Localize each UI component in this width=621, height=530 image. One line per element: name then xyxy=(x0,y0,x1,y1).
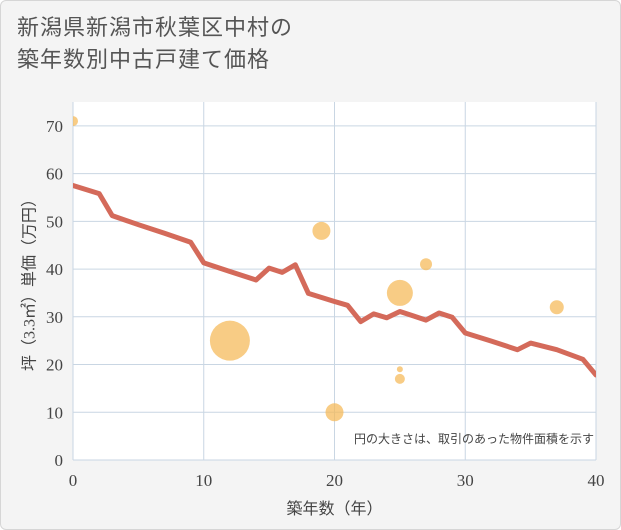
chart-title-line-1: 新潟県新潟市秋葉区中村の xyxy=(17,16,294,41)
y-axis-label: 坪（3.3㎡）単価（万円） xyxy=(21,191,39,371)
bubble-point-7 xyxy=(420,258,433,271)
x-tick-40: 40 xyxy=(588,471,605,490)
trend-line xyxy=(73,183,596,378)
y-tick-50: 50 xyxy=(46,212,63,231)
chart-title: 新潟県新潟市秋葉区中村の 築年数別中古戸建て価格 xyxy=(17,13,537,77)
bubble-point-5 xyxy=(396,366,403,373)
bubble-point-3 xyxy=(325,403,344,422)
x-tick-0: 0 xyxy=(69,471,78,490)
y-tick-20: 20 xyxy=(46,356,63,375)
y-tick-0: 0 xyxy=(55,451,64,470)
bubble-point-6 xyxy=(394,373,405,384)
bubble-series xyxy=(73,116,564,422)
bubble-point-0 xyxy=(73,116,78,127)
x-tick-labels: 0 10 20 30 40 xyxy=(69,471,605,490)
x-tick-10: 10 xyxy=(195,471,212,490)
x-tick-20: 20 xyxy=(326,471,343,490)
bubble-point-8 xyxy=(549,300,564,315)
x-axis-label: 築年数（年） xyxy=(286,500,382,518)
y-tick-60: 60 xyxy=(46,165,63,184)
y-tick-labels: 0 10 20 30 40 50 60 70 xyxy=(46,117,63,470)
trend-line-group xyxy=(73,183,596,378)
bubble-size-note: 円の大きさは、取引のあった物件面積を示す xyxy=(354,431,594,446)
bubble-point-4 xyxy=(386,279,413,306)
grid-lines xyxy=(72,102,597,461)
y-tick-10: 10 xyxy=(46,403,63,422)
y-tick-30: 30 xyxy=(46,308,63,327)
x-tick-30: 30 xyxy=(457,471,474,490)
y-tick-70: 70 xyxy=(46,117,63,136)
y-tick-40: 40 xyxy=(46,260,63,279)
chart-title-line-2: 築年数別中古戸建て価格 xyxy=(17,48,271,73)
bubble-point-2 xyxy=(312,221,331,240)
bubble-point-1 xyxy=(209,320,250,361)
